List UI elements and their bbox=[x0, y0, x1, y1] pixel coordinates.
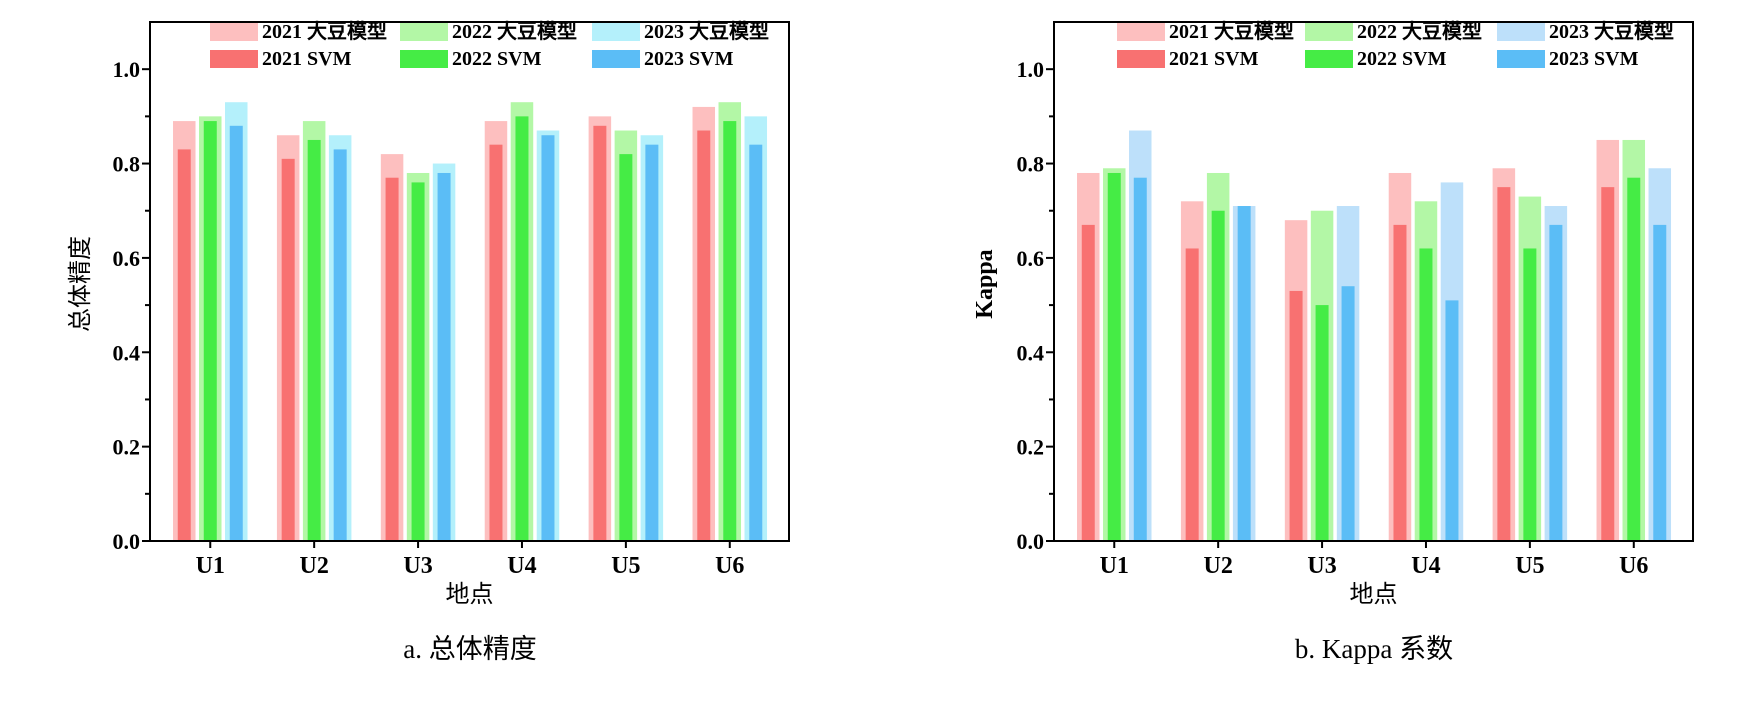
x-axis-title: 地点 bbox=[1350, 581, 1398, 608]
legend-label-svm-2021: 2021 SVM bbox=[262, 48, 352, 70]
bar-2023-svm-u6 bbox=[1653, 224, 1667, 541]
bar-2021-svm-u6 bbox=[1601, 187, 1615, 542]
y-tick-label: 0.2 bbox=[1017, 435, 1045, 460]
y-axis-title: Kappa bbox=[972, 249, 998, 318]
bar-2021-svm-u5 bbox=[1497, 187, 1511, 542]
legend-swatch-soybean-2023 bbox=[592, 23, 640, 41]
figure-caption: a. 总体精度 bbox=[403, 634, 536, 664]
x-tick-label-u2: U2 bbox=[1203, 553, 1232, 579]
legend-swatch-svm-2023 bbox=[1497, 50, 1545, 68]
bar-2023-svm-u4 bbox=[541, 135, 555, 541]
legend-label-svm-2023: 2023 SVM bbox=[1549, 48, 1639, 70]
legend-swatch-svm-2021 bbox=[1117, 50, 1165, 68]
x-tick-label-u6: U6 bbox=[715, 553, 744, 579]
bar-2021-svm-u3 bbox=[1289, 290, 1303, 541]
bar-2023-svm-u2 bbox=[1237, 206, 1251, 541]
bar-2021-svm-u2 bbox=[281, 158, 295, 541]
x-tick-label-u1: U1 bbox=[196, 553, 225, 579]
x-axis-title: 地点 bbox=[446, 581, 494, 608]
bar-2023-svm-u4 bbox=[1445, 300, 1459, 541]
legend-swatch-soybean-2021 bbox=[1117, 23, 1165, 41]
figure-caption: b. Kappa 系数 bbox=[1295, 634, 1453, 664]
legend-label-soybean-2021: 2021 大豆模型 bbox=[262, 19, 387, 43]
y-axis-title: 总体精度 bbox=[67, 236, 94, 332]
legend-swatch-soybean-2021 bbox=[210, 23, 258, 41]
legend-swatch-soybean-2022 bbox=[1305, 23, 1353, 41]
bar-2022-svm-u2 bbox=[1211, 210, 1225, 541]
x-tick-label-u6: U6 bbox=[1619, 553, 1648, 579]
legend-label-svm-2021: 2021 SVM bbox=[1169, 48, 1259, 70]
bar-2021-svm-u5 bbox=[593, 125, 607, 542]
chart-b-kappa: U1 U2 U3 U4 U5 U6 0.0 0.2 0.4 0.6 0.8 1.0 Kappa 地点 b. … bbox=[972, 19, 1694, 664]
bar-2021-svm-u2 bbox=[1185, 248, 1199, 542]
x-tick-label-u2: U2 bbox=[299, 553, 328, 579]
y-tick-label: 1.0 bbox=[1017, 57, 1045, 82]
x-tick-label-u4: U4 bbox=[1411, 553, 1440, 579]
bar-2023-svm-u3 bbox=[437, 172, 451, 541]
y-tick-label: 0.0 bbox=[1017, 529, 1045, 554]
bar-2023-svm-u5 bbox=[645, 144, 659, 541]
bar-2022-svm-u3 bbox=[1315, 305, 1329, 541]
legend-swatch-svm-2021 bbox=[210, 50, 258, 68]
bar-2023-svm-u5 bbox=[1549, 224, 1563, 541]
legend-swatch-soybean-2023 bbox=[1497, 23, 1545, 41]
bar-2021-svm-u1 bbox=[177, 149, 191, 541]
bar-2021-svm-u4 bbox=[1393, 224, 1407, 541]
x-tick-label-u3: U3 bbox=[403, 553, 432, 579]
y-tick-label: 0.0 bbox=[113, 529, 141, 554]
y-tick-label: 0.4 bbox=[113, 340, 141, 365]
bar-2021-svm-u4 bbox=[489, 144, 503, 541]
legend-label-soybean-2022: 2022 大豆模型 bbox=[1357, 19, 1482, 43]
bar-2022-svm-u2 bbox=[307, 139, 321, 542]
bar-2023-svm-u1 bbox=[229, 125, 243, 542]
y-tick-label: 1.0 bbox=[113, 57, 141, 82]
x-tick-label-u5: U5 bbox=[611, 553, 640, 579]
y-tick-label: 0.8 bbox=[1017, 152, 1045, 177]
y-tick-label: 0.6 bbox=[113, 246, 141, 271]
legend-label-svm-2022: 2022 SVM bbox=[1357, 48, 1447, 70]
bar-2023-svm-u6 bbox=[749, 144, 763, 541]
y-tick-label: 0.6 bbox=[1017, 246, 1045, 271]
legend-swatch-svm-2022 bbox=[1305, 50, 1353, 68]
bar-2023-svm-u3 bbox=[1341, 286, 1355, 541]
bar-2021-svm-u3 bbox=[385, 177, 399, 541]
y-tick-label: 0.2 bbox=[113, 435, 141, 460]
bar-2023-svm-u2 bbox=[333, 149, 347, 541]
bar-2021-svm-u1 bbox=[1081, 224, 1095, 541]
bar-2022-svm-u1 bbox=[1107, 172, 1121, 541]
bar-2023-svm-u1 bbox=[1133, 177, 1147, 541]
bar-2022-svm-u1 bbox=[203, 121, 217, 541]
legend-label-soybean-2022: 2022 大豆模型 bbox=[452, 19, 577, 43]
legend-label-soybean-2023: 2023 大豆模型 bbox=[644, 19, 769, 43]
bar-2022-svm-u6 bbox=[723, 121, 737, 541]
x-tick-label-u5: U5 bbox=[1515, 553, 1544, 579]
bar-2022-svm-u5 bbox=[619, 154, 633, 542]
y-tick-label: 0.8 bbox=[113, 152, 141, 177]
legend-swatch-soybean-2022 bbox=[400, 23, 448, 41]
plot-frame bbox=[149, 21, 790, 542]
legend-swatch-svm-2023 bbox=[592, 50, 640, 68]
legend-swatch-svm-2022 bbox=[400, 50, 448, 68]
x-tick-label-u3: U3 bbox=[1307, 553, 1336, 579]
x-tick-label-u1: U1 bbox=[1100, 553, 1129, 579]
plot-frame bbox=[1053, 21, 1694, 542]
y-tick-label: 0.4 bbox=[1017, 340, 1045, 365]
bar-2022-svm-u4 bbox=[515, 116, 529, 541]
legend-label-svm-2022: 2022 SVM bbox=[452, 48, 542, 70]
legend-label-soybean-2021: 2021 大豆模型 bbox=[1169, 19, 1294, 43]
bar-2021-svm-u6 bbox=[697, 130, 711, 541]
legend-label-svm-2023: 2023 SVM bbox=[644, 48, 734, 70]
x-tick-label-u4: U4 bbox=[507, 553, 536, 579]
bar-2022-svm-u6 bbox=[1627, 177, 1641, 541]
bar-2022-svm-u5 bbox=[1523, 248, 1537, 542]
legend-label-soybean-2023: 2023 大豆模型 bbox=[1549, 19, 1674, 43]
bar-2022-svm-u3 bbox=[411, 182, 425, 541]
bar-2022-svm-u4 bbox=[1419, 248, 1433, 542]
